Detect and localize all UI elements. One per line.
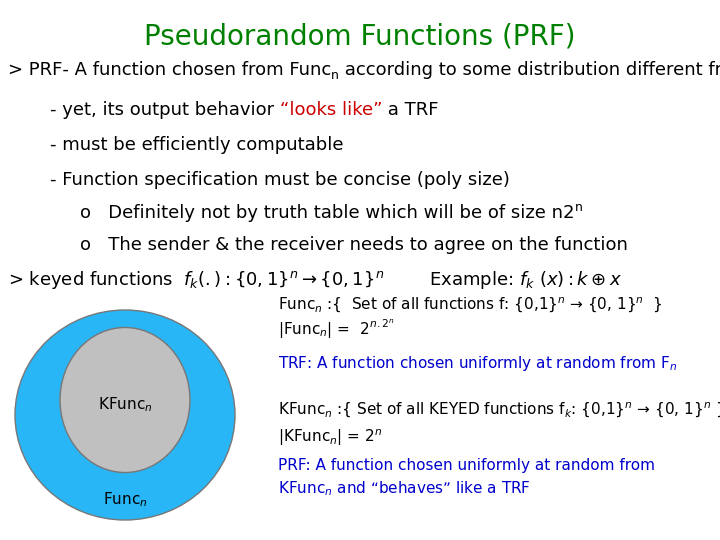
Text: > PRF- A function chosen from Func: > PRF- A function chosen from Func bbox=[8, 61, 331, 79]
Text: o   Definitely not by truth table which will be of size n2: o Definitely not by truth table which wi… bbox=[80, 204, 575, 222]
Text: n: n bbox=[331, 69, 339, 82]
Ellipse shape bbox=[60, 327, 190, 472]
Text: - must be efficiently computable: - must be efficiently computable bbox=[50, 136, 343, 154]
Text: - Function specification must be concise (poly size): - Function specification must be concise… bbox=[50, 171, 510, 189]
Text: TRF: A function chosen uniformly at random from F$_n$: TRF: A function chosen uniformly at rand… bbox=[278, 354, 678, 373]
Text: KFunc$_n$ :{ Set of all KEYED functions f$_k$: {0,1}$^n$ → {0, 1}$^n$ }: KFunc$_n$ :{ Set of all KEYED functions … bbox=[278, 401, 720, 420]
Text: |KFunc$_n$| = 2$^n$: |KFunc$_n$| = 2$^n$ bbox=[278, 427, 382, 448]
Text: Pseudorandom Functions (PRF): Pseudorandom Functions (PRF) bbox=[144, 22, 576, 50]
Ellipse shape bbox=[15, 310, 235, 520]
Text: > keyed functions  $f_k(.): \{0,1\}^n \rightarrow \{0, 1\}^n$        Example: $f: > keyed functions $f_k(.): \{0,1\}^n \ri… bbox=[8, 269, 622, 291]
Text: PRF: A function chosen uniformly at random from: PRF: A function chosen uniformly at rand… bbox=[278, 458, 655, 473]
Text: KFunc$_n$ and “behaves” like a TRF: KFunc$_n$ and “behaves” like a TRF bbox=[278, 479, 531, 498]
Text: KFunc$_n$: KFunc$_n$ bbox=[98, 396, 153, 414]
Text: according to some distribution different from U: according to some distribution different… bbox=[339, 61, 720, 79]
Text: |Func$_n$| =  2$^{n. 2^n}$: |Func$_n$| = 2$^{n. 2^n}$ bbox=[278, 318, 395, 341]
Text: o   The sender & the receiver needs to agree on the function: o The sender & the receiver needs to agr… bbox=[80, 236, 628, 254]
Text: Func$_n$: Func$_n$ bbox=[103, 491, 148, 509]
Text: n: n bbox=[575, 201, 582, 214]
Text: “looks like”: “looks like” bbox=[280, 101, 382, 119]
Text: a TRF: a TRF bbox=[382, 101, 439, 119]
Text: Func$_n$ :{  Set of all functions f: {0,1}$^n$ → {0, 1}$^n$  }: Func$_n$ :{ Set of all functions f: {0,1… bbox=[278, 296, 662, 315]
Text: - yet, its output behavior: - yet, its output behavior bbox=[50, 101, 280, 119]
